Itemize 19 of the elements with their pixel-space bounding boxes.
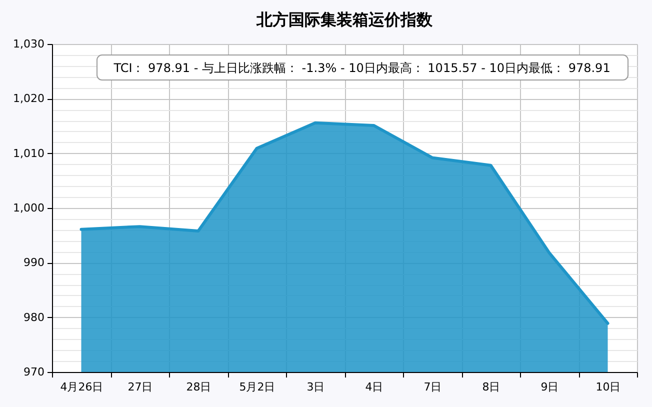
x-tick-label: 9日 (540, 380, 559, 394)
y-tick-label: 1,030 (13, 38, 44, 50)
x-tick-label: 3日 (306, 380, 325, 394)
y-tick-label: 1,010 (13, 146, 44, 160)
y-tick-label: 980 (24, 310, 44, 324)
x-tick-label: 4日 (365, 380, 384, 394)
x-tick-label: 28日 (186, 380, 212, 394)
x-tick-label: 5月2日 (239, 380, 276, 394)
y-tick-label: 990 (24, 256, 44, 270)
x-tick-label: 10日 (596, 380, 621, 394)
annotation: TCI： 978.91 - 与上日比涨跌幅： -1.3% - 10日内最高： 1015.57 - 10日内最低： 978.91 (112, 61, 610, 75)
x-tick-label: 7日 (424, 380, 442, 394)
x-tick-label: 8日 (482, 380, 500, 394)
y-tick-label: 1,000 (13, 202, 44, 214)
x-tick-label: 27日 (128, 380, 153, 394)
chart-title: 北方国际集装箱运价指数 (256, 10, 434, 29)
y-tick-label: 970 (24, 366, 44, 378)
y-tick-label: 1,020 (13, 92, 44, 106)
x-tick-label: 4月26日 (60, 380, 104, 394)
